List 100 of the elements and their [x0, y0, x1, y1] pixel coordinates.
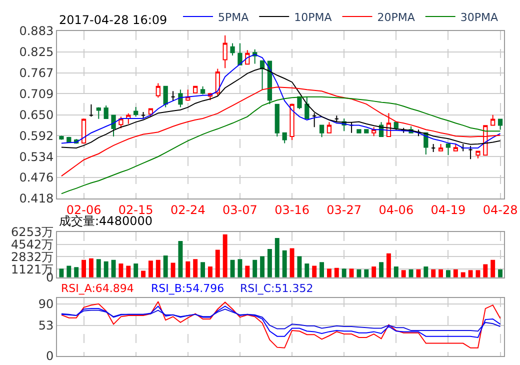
bar [372, 266, 376, 278]
bar [312, 266, 317, 278]
line-series [60, 86, 501, 177]
candlestick [238, 42, 242, 66]
y-tick-label: 0.418 [19, 192, 54, 206]
line-series [60, 301, 501, 348]
x-tick-label: 04-19 [430, 202, 466, 217]
candlestick [416, 129, 421, 137]
bar [82, 260, 86, 278]
candlestick [156, 82, 160, 98]
bar [193, 259, 198, 278]
candlestick [163, 86, 168, 108]
bar [394, 266, 398, 278]
candlestick [326, 122, 332, 134]
bar [104, 261, 108, 278]
candlestick [193, 86, 198, 94]
bar [349, 268, 354, 278]
bar [156, 260, 160, 278]
candlestick [364, 129, 369, 134]
candlestick [81, 118, 86, 144]
bar [88, 258, 94, 278]
y-tick-label: 2832万 [11, 250, 54, 264]
bar [446, 270, 450, 278]
bar [215, 250, 220, 278]
bar [163, 256, 168, 278]
candlestick [170, 90, 176, 102]
candlestick [59, 135, 64, 140]
candlestick [134, 106, 138, 118]
y-tick-label: 0 [46, 349, 54, 364]
bar [438, 269, 444, 278]
candlestick [126, 112, 131, 124]
candlestick [304, 96, 310, 119]
bar [245, 266, 250, 278]
bar [230, 260, 235, 278]
line-series [60, 306, 501, 338]
candlestick [111, 114, 116, 137]
candlestick [282, 132, 287, 144]
candlestick [96, 108, 101, 120]
series-label: RSI_C:51.352 [240, 282, 314, 295]
bar [126, 266, 131, 278]
y-tick-label: 53 [38, 318, 54, 333]
bar [186, 261, 190, 278]
bar [468, 270, 473, 278]
candlestick [319, 124, 324, 138]
bar [326, 268, 332, 278]
candlestick [431, 144, 436, 152]
bar [424, 266, 428, 278]
candlestick [290, 104, 294, 141]
y-tick-label: 0.825 [19, 45, 54, 60]
candlestick [88, 104, 94, 118]
y-tick-label: 0.650 [19, 108, 54, 122]
candlestick [476, 150, 480, 159]
candlestick [446, 144, 451, 156]
bar [170, 262, 176, 278]
bar [386, 253, 391, 278]
y-tick-label: 0.767 [19, 66, 54, 80]
bar [66, 266, 72, 278]
legend-label: 20PMA [377, 10, 416, 24]
bar [238, 259, 242, 278]
legend-label: 10PMA [294, 10, 332, 24]
series-label: RSI_A:64.894 [61, 282, 134, 295]
bar [498, 269, 503, 278]
x-tick-label: 02-24 [170, 202, 206, 217]
candlestick [118, 116, 124, 129]
candlestick [178, 89, 183, 108]
y-tick-label: 0.592 [19, 128, 54, 143]
candlestick [222, 34, 228, 69]
bar [483, 264, 488, 278]
bar [178, 240, 183, 278]
candlestick [356, 129, 362, 134]
x-tick-label: 03-07 [222, 202, 258, 217]
line-series [60, 308, 501, 332]
bar [282, 250, 287, 278]
bar [274, 238, 280, 278]
bar [118, 264, 124, 278]
candlestick [215, 68, 220, 96]
candlestick [230, 42, 235, 56]
bar [208, 266, 212, 278]
x-tick-label: 02-15 [118, 202, 154, 217]
bar [379, 262, 384, 278]
bar [364, 269, 369, 278]
series-label: RSI_B:54.796 [151, 282, 224, 295]
candlestick [274, 104, 280, 137]
bar [453, 269, 458, 278]
x-tick-label: 04-28 [482, 202, 518, 217]
candlestick [140, 111, 146, 119]
legend-label: 30PMA [460, 10, 498, 24]
bar [401, 270, 406, 278]
bar [297, 256, 302, 278]
y-tick-label: 0.534 [19, 150, 54, 164]
bar [96, 259, 101, 278]
x-tick-label: 03-16 [274, 202, 310, 217]
bar [320, 262, 324, 278]
candlestick [453, 144, 458, 152]
bar [59, 268, 64, 278]
bar [74, 267, 79, 278]
y-tick-label: 4542万 [11, 238, 54, 252]
legend-label: 5PMA [218, 10, 250, 24]
candlestick [104, 105, 108, 119]
bar [490, 260, 496, 278]
